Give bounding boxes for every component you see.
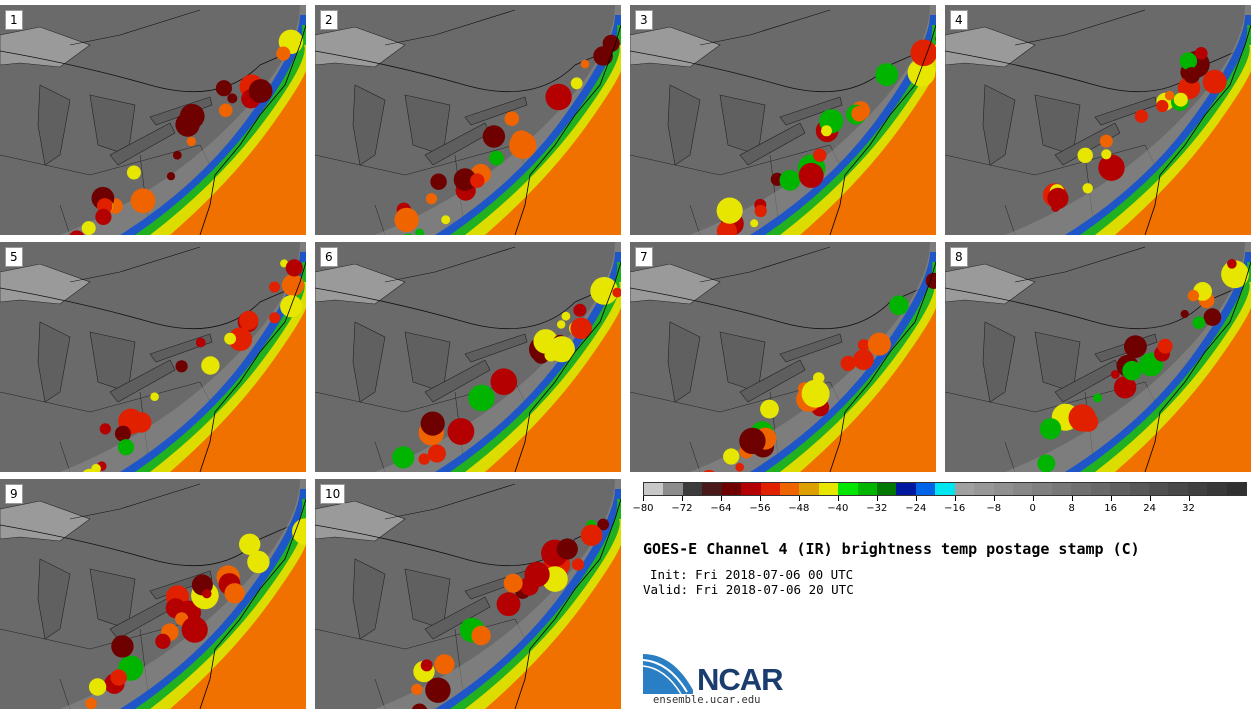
colorbar-tick: [1032, 496, 1034, 501]
colorbar-swatch: [779, 483, 800, 495]
colorbar-tick: [681, 496, 683, 501]
map-panel: 3: [630, 5, 936, 235]
map-panel: 1: [0, 5, 306, 235]
ncar-logo-text: NCAR: [697, 662, 784, 697]
colorbar-tick: [798, 496, 800, 501]
colorbar-tick-label: −16: [944, 503, 966, 514]
colorbar-swatch: [818, 483, 839, 495]
panel-number: 3: [635, 10, 653, 30]
map-panel: 4: [945, 5, 1251, 235]
map-panel: 5: [0, 242, 306, 472]
colorbar-swatch: [1187, 483, 1208, 495]
panel-number: 8: [950, 247, 968, 267]
colorbar-swatch: [838, 483, 858, 495]
map-panel: 2: [315, 5, 621, 235]
colorbar-swatch: [702, 483, 722, 495]
ncar-logo-icon: [643, 654, 693, 695]
colorbar-tick-label: −64: [710, 503, 732, 514]
colorbar-swatch: [1032, 483, 1052, 495]
colorbar-tick-label: 16: [1104, 503, 1117, 514]
colorbar-ticks: −80 −72 −64 −56 −48 −40 −32 −24 −16 −8 0 8 16 24 32: [632, 496, 1247, 516]
panel-number: 7: [635, 247, 653, 267]
colorbar-tick: [993, 496, 995, 501]
panel-number: 4: [950, 10, 968, 30]
colorbar-swatch: [1226, 483, 1247, 495]
colorbar-tick: [876, 496, 878, 501]
colorbar-swatch: [935, 483, 955, 495]
colorbar-tick: [759, 496, 761, 501]
colorbar-swatch: [857, 483, 878, 495]
colorbar-swatch: [1168, 483, 1188, 495]
colorbar-tick-label: 0: [1029, 503, 1036, 514]
colorbar-tick-label: 8: [1068, 503, 1075, 514]
panel-number: 1: [5, 10, 23, 30]
colorbar-tick: [837, 496, 839, 501]
colorbar-swatch: [741, 483, 761, 495]
temperature-colorbar: [643, 482, 1247, 496]
colorbar-swatch: [1013, 483, 1033, 495]
colorbar-swatch: [1207, 483, 1227, 495]
valid-time: Valid: Fri 2018-07-06 20 UTC: [643, 582, 854, 597]
panel-number: 5: [5, 247, 23, 267]
colorbar-swatch: [682, 483, 703, 495]
map-panel: 9: [0, 479, 306, 709]
panel-number: 9: [5, 484, 23, 504]
colorbar-swatch: [1110, 483, 1130, 495]
panel-number: 6: [320, 247, 338, 267]
colorbar-tick: [1071, 496, 1073, 501]
panel-number: 10: [320, 484, 346, 504]
colorbar-swatch: [1129, 483, 1149, 495]
colorbar-tick-label: −80: [632, 503, 654, 514]
colorbar-tick: [643, 496, 644, 501]
colorbar-swatch: [1071, 483, 1091, 495]
colorbar-tick-label: −48: [788, 503, 810, 514]
colorbar-tick-label: 24: [1143, 503, 1156, 514]
colorbar-swatch: [663, 483, 683, 495]
panel-number: 2: [320, 10, 338, 30]
colorbar-swatch: [954, 483, 975, 495]
colorbar-tick-label: −40: [827, 503, 849, 514]
colorbar-swatch: [799, 483, 819, 495]
colorbar-swatch: [1148, 483, 1169, 495]
colorbar-tick: [954, 496, 956, 501]
map-panel: 6: [315, 242, 621, 472]
map-panel: 10: [315, 479, 621, 709]
map-panel: 7: [630, 242, 936, 472]
colorbar-tick: [1110, 496, 1112, 501]
colorbar-swatch: [896, 483, 916, 495]
site-url: ensemble.ucar.edu: [653, 694, 761, 706]
colorbar-swatch: [1090, 483, 1111, 495]
colorbar-tick-label: −72: [671, 503, 693, 514]
colorbar-swatch: [760, 483, 780, 495]
figure-title: GOES-E Channel 4 (IR) brightness temp po…: [643, 540, 1140, 558]
colorbar-swatch: [644, 483, 664, 495]
map-panel: 8: [945, 242, 1251, 472]
colorbar-tick: [720, 496, 722, 501]
colorbar-tick: [1149, 496, 1151, 501]
colorbar-tick: [915, 496, 917, 501]
colorbar-swatch: [721, 483, 742, 495]
colorbar-swatch: [1051, 483, 1072, 495]
colorbar-tick-label: −32: [866, 503, 888, 514]
colorbar-swatch: [877, 483, 897, 495]
colorbar-swatch: [974, 483, 994, 495]
colorbar-tick-label: −8: [986, 503, 1002, 514]
colorbar-swatch: [993, 483, 1014, 495]
colorbar-swatch: [915, 483, 936, 495]
init-time: Init: Fri 2018-07-06 00 UTC: [650, 567, 854, 582]
colorbar-tick-label: −24: [905, 503, 927, 514]
colorbar-tick: [1188, 496, 1190, 501]
colorbar-tick-label: 32: [1182, 503, 1195, 514]
colorbar-tick-label: −56: [749, 503, 771, 514]
